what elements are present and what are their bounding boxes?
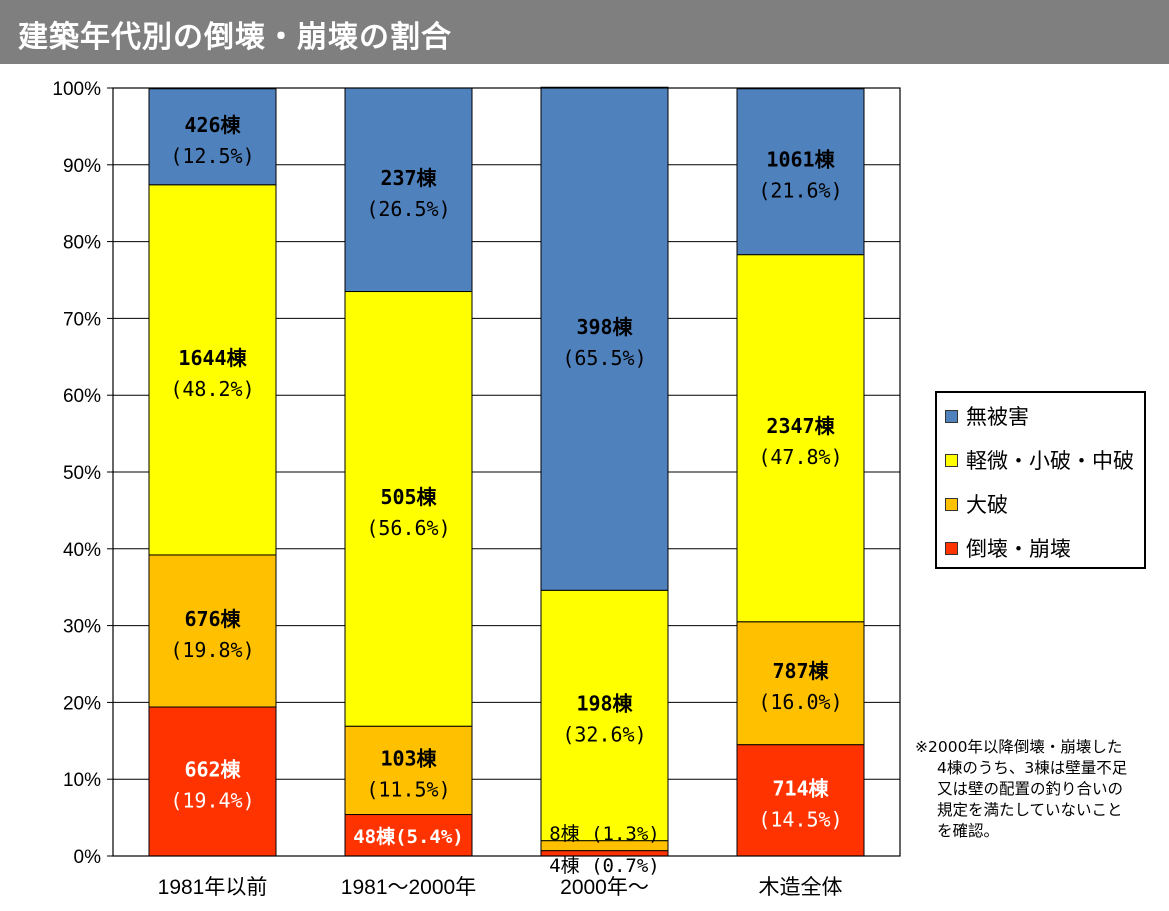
data-label-percent: (19.4%) bbox=[170, 789, 254, 813]
y-tick-label: 30% bbox=[63, 617, 101, 638]
x-tick-label: 1981年以前 bbox=[158, 876, 268, 899]
data-label-count: 1644棟 bbox=[178, 346, 247, 370]
data-label-percent: (26.5%) bbox=[366, 197, 450, 221]
legend-item-no-damage: 無被害 bbox=[945, 401, 1029, 431]
data-label-percent: (65.5%) bbox=[562, 346, 646, 370]
data-label-percent: (12.5%) bbox=[170, 144, 254, 168]
y-tick-label: 50% bbox=[63, 463, 101, 484]
y-tick-label: 70% bbox=[63, 309, 101, 330]
legend-item-major-damage: 大破 bbox=[945, 489, 1008, 519]
legend-label-minor-damage: 軽微・小破・中破 bbox=[966, 449, 1134, 473]
bar-segment bbox=[148, 88, 277, 186]
bar-segment bbox=[148, 554, 277, 708]
data-label-inline: 4棟 (0.7%) bbox=[549, 855, 660, 877]
y-tick-label: 40% bbox=[63, 540, 101, 561]
bar-segment bbox=[148, 706, 277, 857]
bar-segment bbox=[736, 621, 865, 746]
legend-swatch-collapse bbox=[945, 541, 958, 555]
bar-segment bbox=[540, 589, 669, 842]
data-label-count: 662棟 bbox=[184, 758, 241, 782]
data-label-count: 2347棟 bbox=[766, 414, 835, 438]
legend: 無被害 軽微・小破・中破 大破 倒壊・崩壊 bbox=[935, 391, 1146, 569]
footnote-line: 4棟のうち、3棟は壁量不足 bbox=[937, 759, 1128, 777]
legend-item-minor-damage: 軽微・小破・中破 bbox=[945, 445, 1134, 475]
y-tick-label: 10% bbox=[63, 770, 101, 791]
title-bar: 建築年代別の倒壊・崩壊の割合 bbox=[0, 0, 1169, 64]
footnote-line: 又は壁の配置の釣り合いの bbox=[937, 780, 1124, 798]
x-tick-label: 1981～2000年 bbox=[341, 876, 476, 899]
data-label-count: 237棟 bbox=[380, 166, 437, 190]
data-label-inline: 48棟(5.4%) bbox=[353, 825, 464, 848]
data-label-percent: (21.6%) bbox=[758, 179, 842, 203]
footnote-line: を確認。 bbox=[937, 822, 1000, 840]
data-label-count: 676棟 bbox=[184, 607, 241, 631]
legend-swatch-no-damage bbox=[945, 409, 958, 423]
data-label-count: 787棟 bbox=[772, 659, 829, 683]
data-label-inline: 8棟 (1.3%) bbox=[549, 823, 660, 845]
y-tick-label: 100% bbox=[52, 79, 101, 100]
plot-frame bbox=[112, 87, 901, 857]
data-label-percent: (47.8%) bbox=[758, 445, 842, 469]
legend-swatch-major-damage bbox=[945, 497, 958, 511]
bar-segment bbox=[736, 88, 865, 256]
bar-segment bbox=[540, 86, 669, 591]
data-label-percent: (14.5%) bbox=[758, 807, 842, 831]
data-label-percent: (16.0%) bbox=[758, 690, 842, 714]
data-label-percent: (32.6%) bbox=[562, 722, 646, 746]
bar-segment bbox=[344, 291, 473, 727]
legend-swatch-minor-damage bbox=[945, 453, 958, 467]
data-label-percent: (19.8%) bbox=[170, 638, 254, 662]
y-tick-label: 0% bbox=[74, 847, 102, 868]
x-tick-label: 2000年～ bbox=[560, 876, 649, 899]
y-tick-label: 90% bbox=[63, 156, 101, 177]
data-label-percent: (48.2%) bbox=[170, 377, 254, 401]
legend-item-collapse: 倒壊・崩壊 bbox=[945, 533, 1071, 563]
legend-label-major-damage: 大破 bbox=[966, 493, 1008, 517]
footnote-line: ※2000年以降倒壊・崩壊した bbox=[915, 738, 1123, 756]
chart-title: 建築年代別の倒壊・崩壊の割合 bbox=[18, 20, 452, 55]
data-label-count: 103棟 bbox=[380, 746, 437, 770]
legend-label-collapse: 倒壊・崩壊 bbox=[966, 537, 1071, 561]
footnote-line: 規定を満たしていないこと bbox=[937, 801, 1123, 819]
bar-segment bbox=[148, 184, 277, 556]
data-label-count: 398棟 bbox=[576, 315, 633, 339]
footnote: ※2000年以降倒壊・崩壊した 4棟のうち、3棟は壁量不足 又は壁の配置の釣り合… bbox=[915, 737, 1165, 842]
data-label-percent: (56.6%) bbox=[366, 516, 450, 540]
y-tick-label: 60% bbox=[63, 386, 101, 407]
data-label-count: 1061棟 bbox=[766, 148, 835, 172]
data-label-count: 714棟 bbox=[772, 776, 829, 800]
bar-segment bbox=[344, 87, 473, 293]
data-label-percent: (11.5%) bbox=[366, 777, 450, 801]
y-tick-label: 80% bbox=[63, 233, 101, 254]
bar-segment bbox=[736, 254, 865, 623]
data-label-count: 505棟 bbox=[380, 485, 437, 509]
legend-label-no-damage: 無被害 bbox=[966, 405, 1029, 429]
data-label-count: 426棟 bbox=[184, 113, 241, 137]
x-tick-label: 木造全体 bbox=[759, 876, 843, 899]
y-tick-label: 20% bbox=[63, 693, 101, 714]
data-label-count: 198棟 bbox=[576, 691, 633, 715]
